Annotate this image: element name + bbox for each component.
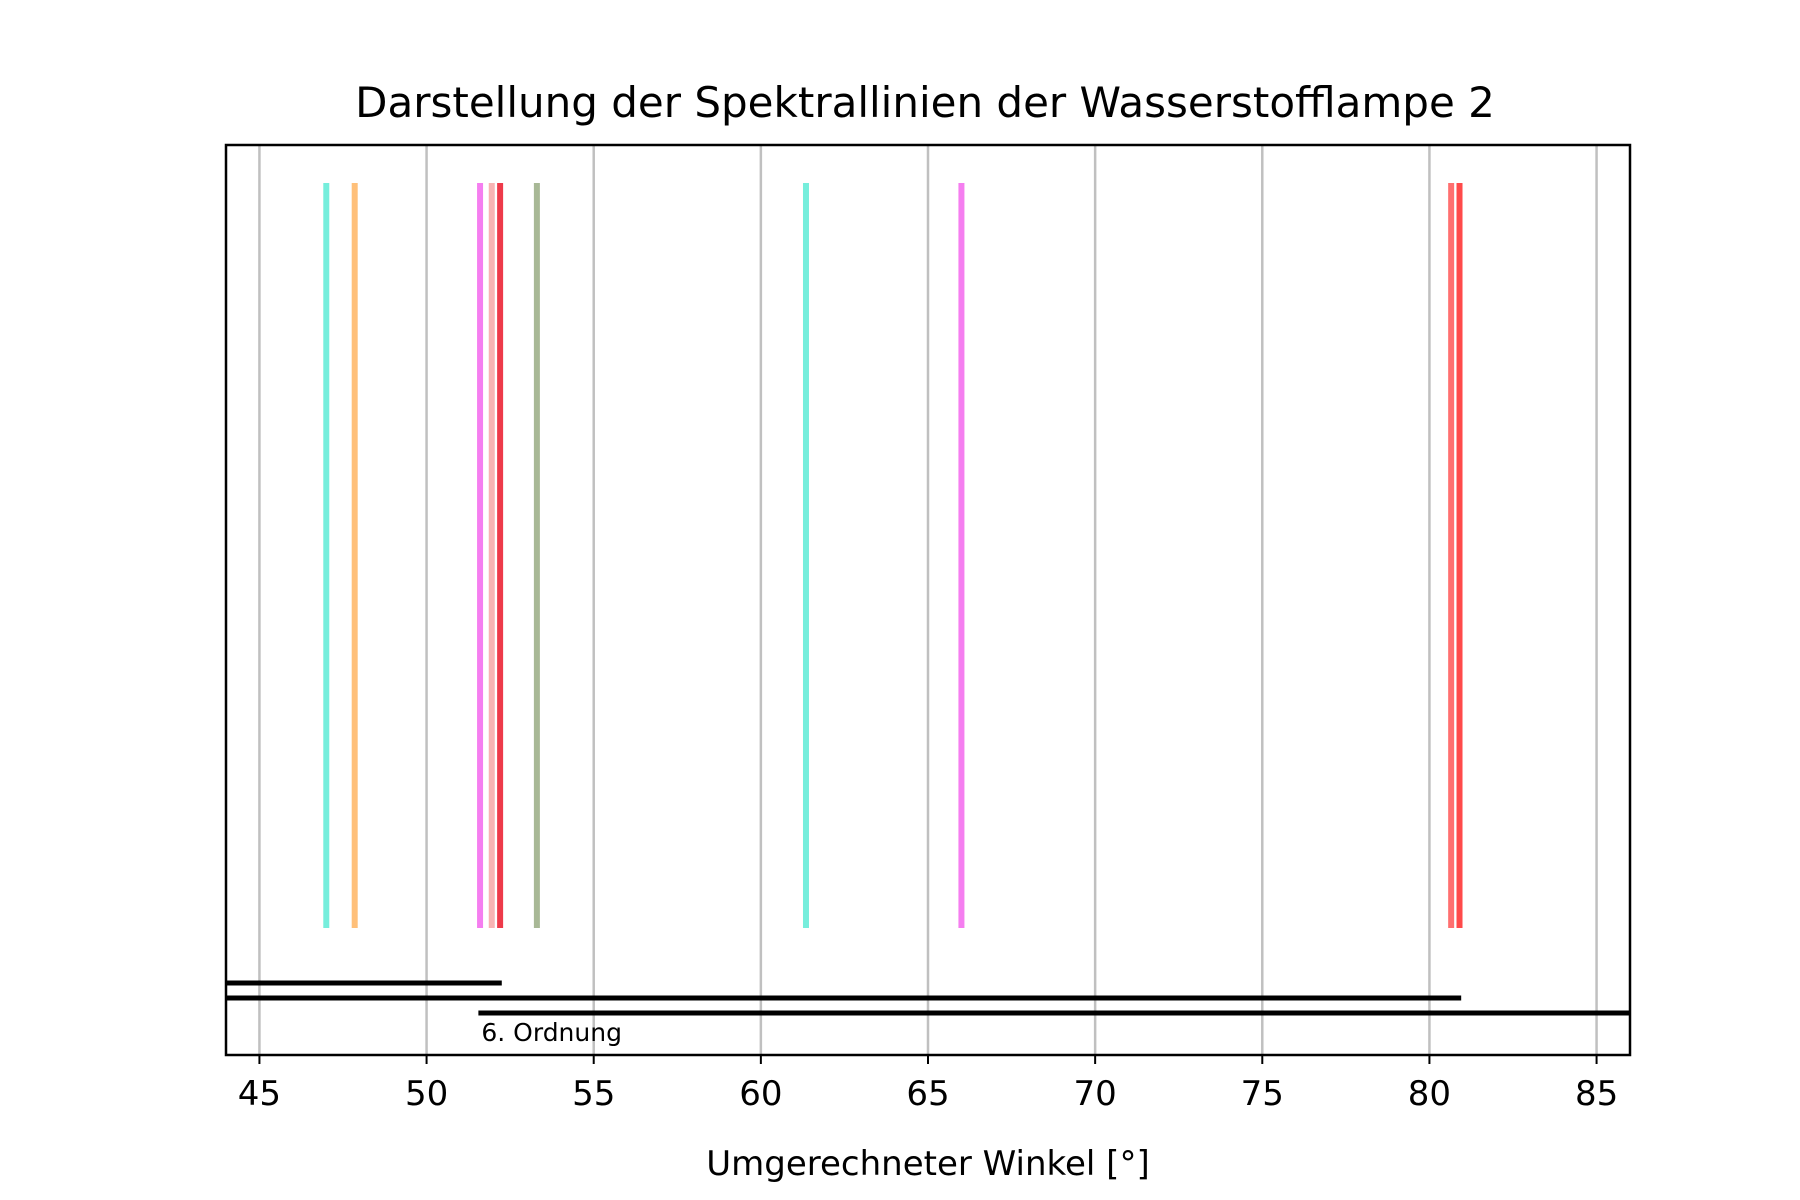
x-tick-label: 60	[739, 1074, 782, 1114]
order-range-label: 6. Ordnung	[481, 1018, 622, 1047]
x-tick-label: 50	[405, 1074, 448, 1114]
chart-title: Darstellung der Spektrallinien der Wasse…	[355, 78, 1495, 127]
x-axis-label: Umgerechneter Winkel [°]	[706, 1144, 1149, 1184]
x-tick-label: 75	[1241, 1074, 1284, 1114]
x-tick-label: 45	[238, 1074, 281, 1114]
x-axis-ticks: 45 50 55 60 65 70 75 80 85	[238, 1055, 1618, 1114]
spectral-lines	[323, 183, 1463, 928]
x-tick-label: 85	[1575, 1074, 1618, 1114]
order-ranges: 6. Ordnung	[226, 980, 1630, 1047]
grid-lines	[258, 145, 1598, 1055]
x-tick-label: 55	[572, 1074, 615, 1114]
x-tick-label: 80	[1408, 1074, 1451, 1114]
x-tick-label: 70	[1074, 1074, 1117, 1114]
x-tick-label: 65	[906, 1074, 949, 1114]
